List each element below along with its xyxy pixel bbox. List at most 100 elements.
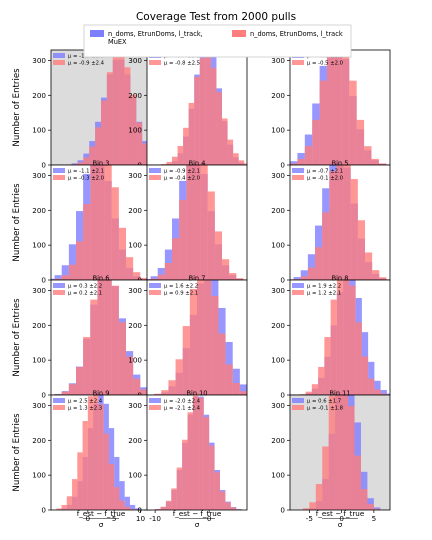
histogram-bar-no-muex xyxy=(335,395,342,510)
panel-title: Bin 4 xyxy=(189,160,206,168)
histogram-bar-no-muex xyxy=(209,445,215,510)
histogram-bar-no-muex xyxy=(124,506,130,510)
stat-label: μ = 2.5 ±2.4 xyxy=(68,399,103,405)
y-tick-label: 100 xyxy=(128,126,142,135)
histogram-bar-no-muex xyxy=(76,366,84,395)
histogram-bar-no-muex xyxy=(160,506,166,510)
y-tick-label: 200 xyxy=(32,436,46,445)
panel-title: Bin 10 xyxy=(186,390,207,398)
legend-swatch-muex xyxy=(90,30,104,37)
stat-swatch xyxy=(149,398,161,403)
histogram-bar-no-muex xyxy=(290,163,298,165)
histogram-bar-no-muex xyxy=(98,404,104,510)
y-tick-label: 100 xyxy=(32,356,46,365)
y-tick-label: 200 xyxy=(271,436,285,445)
panel-title: Bin 6 xyxy=(93,275,110,283)
x-axis-label-denominator: σ xyxy=(195,520,200,529)
histogram-bar-no-muex xyxy=(299,394,306,395)
histogram-bar-muex xyxy=(386,393,390,395)
stat-label: μ = 0.6 ±1.7 xyxy=(307,399,341,405)
panel-title: Bin 11 xyxy=(329,390,350,398)
stat-swatch xyxy=(292,60,304,65)
y-tick-label: 0 xyxy=(280,161,285,170)
stat-label: μ = -0.5 ±2.0 xyxy=(307,61,344,67)
histogram-bar-no-muex xyxy=(379,277,387,280)
y-tick-label: 200 xyxy=(128,321,142,330)
histogram-bar-muex xyxy=(150,276,158,280)
histogram-bar-no-muex xyxy=(368,378,375,395)
histogram-bar-no-muex xyxy=(318,366,325,395)
x-axis-label-denominator: σ xyxy=(99,520,104,529)
figure-title: Coverage Test from 2000 pulls xyxy=(136,11,296,23)
stat-swatch xyxy=(149,60,161,65)
histogram-bar-muex xyxy=(119,481,125,510)
histogram-bar-muex xyxy=(300,270,308,280)
stat-label: μ = 1.2 ±2.1 xyxy=(307,291,341,297)
histogram-bar-no-muex xyxy=(232,382,240,395)
histogram-bar-muex xyxy=(129,504,136,510)
histogram-bar-no-muex xyxy=(172,156,178,165)
stat-label: μ = 1.6 ±2.2 xyxy=(164,284,198,290)
histogram-bar-no-muex xyxy=(194,76,200,165)
histogram-bar-no-muex xyxy=(103,433,109,510)
histogram-bar-no-muex xyxy=(72,479,78,510)
y-tick-label: 300 xyxy=(32,286,46,295)
y-tick-label: 200 xyxy=(271,206,285,215)
histogram-bar-no-muex xyxy=(378,163,387,165)
histogram-bar-no-muex xyxy=(219,491,226,510)
histogram-bar-no-muex xyxy=(118,227,126,280)
histogram-bar-no-muex xyxy=(177,146,184,165)
y-tick-label: 100 xyxy=(271,126,285,135)
y-axis-label: Number of Entries xyxy=(12,413,22,492)
histogram-bar-no-muex xyxy=(118,322,126,395)
histogram-bar-no-muex xyxy=(187,412,193,510)
y-tick-label: 300 xyxy=(271,56,285,65)
y-tick-label: 0 xyxy=(137,506,142,515)
histogram-bar-no-muex xyxy=(341,50,350,165)
histogram-bar-no-muex xyxy=(111,187,119,280)
x-axis-label-numerator: f_est − f_true xyxy=(173,509,222,518)
histogram-bar-no-muex xyxy=(95,127,101,165)
stat-swatch xyxy=(149,290,161,295)
histogram-bar-muex xyxy=(157,267,165,280)
histogram-bar-muex xyxy=(135,508,141,510)
y-tick-label: 200 xyxy=(271,91,285,100)
histogram-bar-no-muex xyxy=(150,278,158,280)
stat-label: μ = 0.3 ±2.2 xyxy=(68,284,102,290)
y-tick-label: 300 xyxy=(271,401,285,410)
stat-swatch xyxy=(149,405,161,410)
histogram-bar-no-muex xyxy=(311,384,319,395)
histogram-bar-no-muex xyxy=(307,267,315,280)
histogram-bar-no-muex xyxy=(83,204,91,280)
histogram-bar-no-muex xyxy=(82,420,88,510)
x-tick-label: 5 xyxy=(372,514,377,523)
histogram-bar-no-muex xyxy=(356,119,365,165)
histogram-bar-no-muex xyxy=(118,50,125,165)
stat-swatch xyxy=(292,290,304,295)
histogram-bar-no-muex xyxy=(155,509,161,510)
histogram-bar-muex xyxy=(380,390,387,395)
histogram-bar-no-muex xyxy=(189,288,197,395)
stat-label: μ = -2.1 ±2.4 xyxy=(164,406,201,412)
stat-label: μ = 0.2 ±2.1 xyxy=(68,291,102,297)
legend-label-muex-line2: MuEX xyxy=(108,38,127,46)
histogram-bar-no-muex xyxy=(238,160,245,165)
histogram-bar-no-muex xyxy=(305,391,312,395)
histogram-bar-no-muex xyxy=(179,199,187,280)
y-tick-label: 300 xyxy=(32,401,46,410)
stat-label: μ = -0.1 ±2.0 xyxy=(307,176,344,182)
histogram-bar-no-muex xyxy=(161,390,169,395)
histogram-bar-no-muex xyxy=(136,122,143,165)
histogram-bar-no-muex xyxy=(233,153,239,165)
histogram-bar-no-muex xyxy=(104,165,112,280)
histogram-bar-no-muex xyxy=(106,72,113,165)
histogram-bar-no-muex xyxy=(168,380,176,395)
histogram-bar-muex xyxy=(51,278,55,280)
histogram-bar-no-muex xyxy=(222,118,228,165)
histogram-bar-no-muex xyxy=(372,270,380,280)
legend-label-muex-line1: n_doms, EtrunDoms, l_track, xyxy=(108,30,203,38)
histogram-bar-no-muex xyxy=(176,467,183,510)
